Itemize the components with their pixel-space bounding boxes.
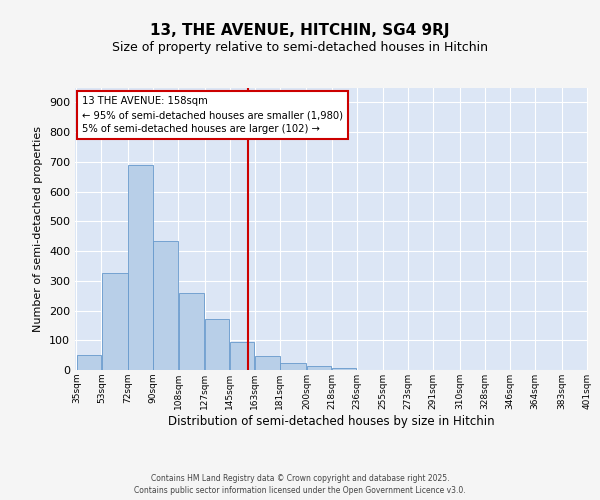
- Bar: [255, 356, 280, 370]
- Bar: [205, 320, 229, 370]
- Y-axis label: Number of semi-detached properties: Number of semi-detached properties: [34, 126, 43, 332]
- Bar: [307, 366, 331, 370]
- Bar: [280, 362, 306, 370]
- Text: Contains HM Land Registry data © Crown copyright and database right 2025.
Contai: Contains HM Land Registry data © Crown c…: [134, 474, 466, 495]
- Bar: [230, 342, 254, 370]
- Bar: [102, 274, 128, 370]
- Bar: [154, 240, 178, 370]
- Bar: [332, 368, 356, 370]
- X-axis label: Distribution of semi-detached houses by size in Hitchin: Distribution of semi-detached houses by …: [168, 414, 495, 428]
- Text: Size of property relative to semi-detached houses in Hitchin: Size of property relative to semi-detach…: [112, 41, 488, 54]
- Text: 13, THE AVENUE, HITCHIN, SG4 9RJ: 13, THE AVENUE, HITCHIN, SG4 9RJ: [150, 22, 450, 38]
- Bar: [128, 165, 153, 370]
- Bar: [77, 355, 101, 370]
- Text: 13 THE AVENUE: 158sqm
← 95% of semi-detached houses are smaller (1,980)
5% of se: 13 THE AVENUE: 158sqm ← 95% of semi-deta…: [82, 96, 343, 134]
- Bar: [179, 292, 204, 370]
